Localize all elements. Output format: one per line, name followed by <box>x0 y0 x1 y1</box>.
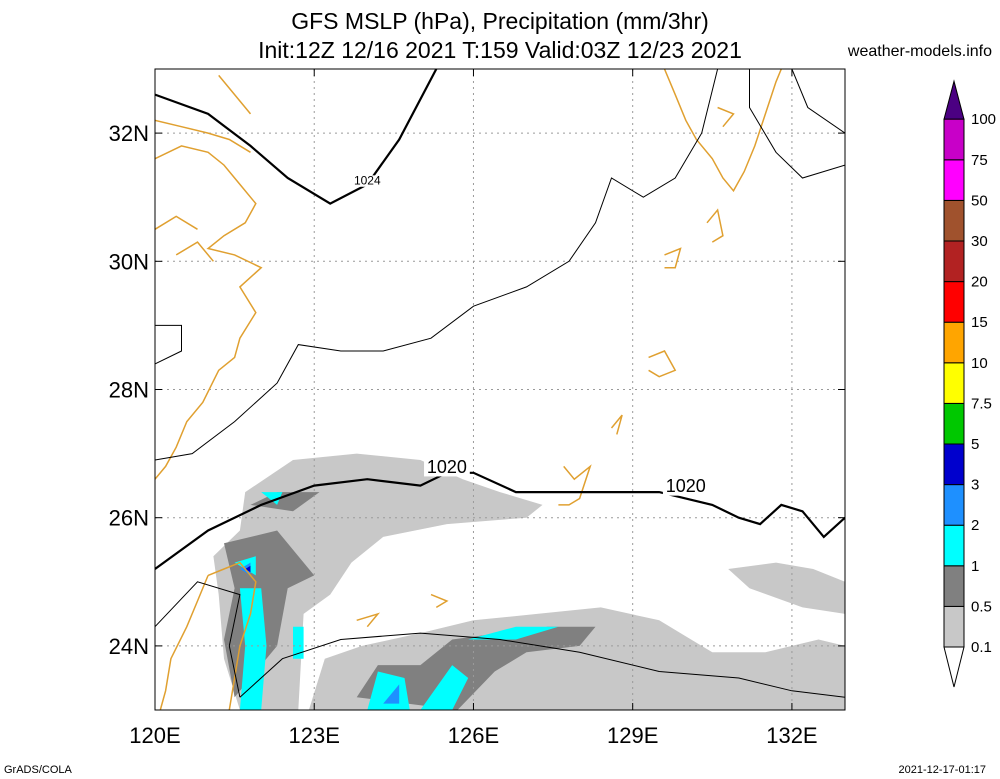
colorbar-label: 7.5 <box>971 395 992 412</box>
coastline <box>155 119 251 153</box>
precipitation-layer <box>213 453 845 710</box>
coastline <box>610 414 623 435</box>
isobar-label: 1024 <box>354 173 381 187</box>
colorbar-label: 0.1 <box>971 639 992 656</box>
colorbar-label: 3 <box>971 477 979 494</box>
colorbar-under-triangle <box>943 646 965 688</box>
colorbar-label: 10 <box>971 355 988 372</box>
colorbar-swatch <box>943 565 965 607</box>
coastline <box>175 241 214 262</box>
x-tick-label: 120E <box>129 723 180 748</box>
coastline <box>663 69 782 193</box>
coastline <box>356 612 381 628</box>
isobar-line <box>155 69 438 205</box>
coastline <box>664 247 682 269</box>
colorbar-swatch <box>943 281 965 323</box>
isobar-line <box>239 632 845 698</box>
colorbar-swatch <box>943 199 965 242</box>
isobar-line <box>155 69 719 461</box>
coastline <box>706 208 724 243</box>
y-tick-label: 30N <box>109 249 149 274</box>
colorbar-swatch <box>943 484 965 526</box>
colorbar-swatch <box>943 118 965 161</box>
coastline <box>717 106 735 128</box>
x-tick-label: 132E <box>766 723 817 748</box>
coastline <box>155 145 263 480</box>
colorbar-swatch <box>943 605 965 648</box>
isobar-line <box>155 471 845 570</box>
isobar-line <box>791 69 845 134</box>
coastline <box>218 74 252 115</box>
axis-layer: 120E 123E 126E 129E 132E 24N 26N 28N 30N 32N <box>109 69 845 748</box>
colorbar-label: 2 <box>971 517 979 534</box>
colorbar-label: 0.5 <box>971 598 992 615</box>
x-tick-label: 129E <box>607 723 658 748</box>
precip-area-1 <box>420 665 469 710</box>
y-tick-label: 26N <box>109 506 149 531</box>
precip-area-0-1 <box>728 562 845 614</box>
colorbar-swatch <box>943 362 965 404</box>
colorbar-swatch <box>943 240 965 283</box>
colorbar-label: 50 <box>971 192 988 209</box>
coastline <box>159 575 209 710</box>
colorbar-label: 15 <box>971 314 988 331</box>
precip-area-2 <box>383 684 400 704</box>
isobar-label-layer: 1024 1020 1020 <box>351 173 709 496</box>
isobar-line <box>155 324 182 365</box>
x-tick-label: 126E <box>448 723 499 748</box>
isobar-label-bg <box>662 478 709 496</box>
precip-area-3 <box>245 565 251 573</box>
colorbar-swatch <box>943 443 965 486</box>
colorbar-swatch <box>943 524 965 567</box>
colorbar-label: 20 <box>971 274 988 291</box>
isobar-label: 1020 <box>427 457 467 477</box>
chart-title: GFS MSLP (hPa), Precipitation (mm/3hr) <box>291 8 709 34</box>
isobar-layer <box>155 69 845 698</box>
colorbar-label: 100 <box>971 111 996 128</box>
coastline <box>558 464 592 506</box>
isobar-label: 1020 <box>666 476 706 496</box>
y-tick-label: 32N <box>109 121 149 146</box>
colorbar-label: 75 <box>971 152 988 169</box>
footer-software-label: GrADS/COLA <box>4 764 72 776</box>
isobar-line <box>749 69 845 179</box>
footer-timestamp: 2021-12-17-01:17 <box>898 764 986 776</box>
colorbar-swatch <box>943 159 965 201</box>
chart-subtitle: Init:12Z 12/16 2021 T:159 Valid:03Z 12/2… <box>258 37 742 63</box>
coastline-layer <box>155 69 782 710</box>
colorbar-label: 5 <box>971 436 979 453</box>
colorbar-label: 1 <box>971 558 979 575</box>
site-watermark: weather-models.info <box>847 43 992 60</box>
coastline <box>155 215 198 230</box>
precip-area-0-5 <box>356 626 596 710</box>
x-tick-label: 123E <box>289 723 340 748</box>
y-tick-label: 28N <box>109 378 149 403</box>
y-tick-label: 24N <box>109 634 149 659</box>
colorbar-swatch <box>943 321 965 364</box>
colorbar-swatch <box>943 402 965 445</box>
precip-area-1 <box>261 492 283 505</box>
isobar-label-bg <box>351 175 384 187</box>
coastline <box>648 350 677 378</box>
precip-area-1 <box>293 626 304 659</box>
isobar-label-bg <box>424 459 470 477</box>
precip-area-1 <box>468 626 559 640</box>
colorbar-label: 30 <box>971 233 988 250</box>
colorbar: 0.1 0.5 1 2 3 5 7.5 10 15 20 30 50 75 100 <box>943 79 996 688</box>
coastline <box>207 561 257 710</box>
coastline <box>430 593 449 609</box>
colorbar-over-triangle <box>943 79 965 120</box>
isobar-line <box>155 581 241 698</box>
